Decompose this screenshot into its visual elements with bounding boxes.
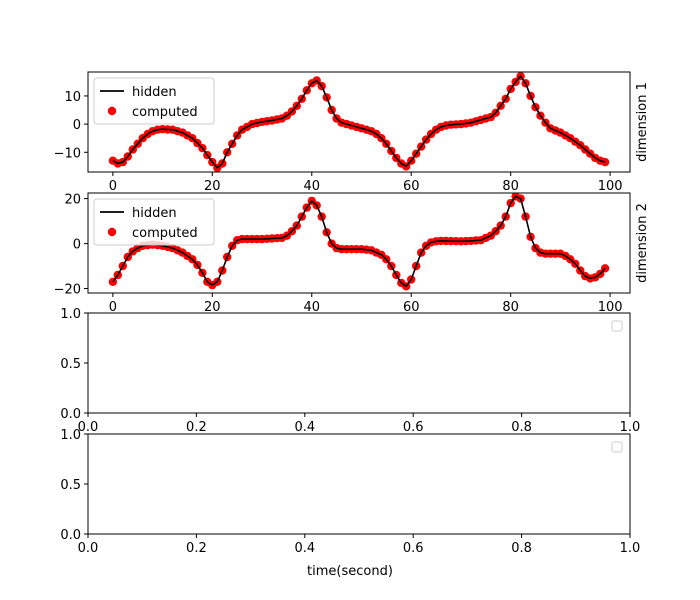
x-tick-label: 0.0 [78, 420, 99, 435]
x-tick-label: 40 [303, 300, 320, 315]
subplot-1: 0 20 40 60 80 100 −10 0 10 dimension 1 hidden compu… [54, 71, 650, 194]
legend-entry-hidden: hidden [132, 85, 177, 100]
x-tick-label: 60 [403, 179, 420, 194]
y-tick-label: 0 [73, 118, 81, 133]
legend-box [93, 198, 215, 246]
x-tick-label: 100 [598, 300, 623, 315]
dimension-label: dimension 1 [635, 82, 650, 162]
legend-computed-dot-icon [107, 227, 117, 237]
x-tick-label: 20 [204, 300, 221, 315]
y-tick-label: 0 [73, 238, 81, 253]
legend-box [93, 77, 215, 125]
legend-entry-computed: computed [132, 105, 198, 120]
x-tick-label: 1.0 [620, 420, 641, 435]
x-tick-label: 0.4 [294, 541, 315, 556]
x-tick-label: 60 [403, 300, 420, 315]
x-tick-label: 80 [502, 300, 519, 315]
hidden-line [112, 74, 606, 169]
x-tick-label: 20 [204, 179, 221, 194]
plot-area [108, 72, 610, 172]
x-tick-label: 0.0 [78, 541, 99, 556]
x-tick-label: 80 [502, 179, 519, 194]
y-tick-label: 1.0 [60, 428, 81, 443]
empty-legend-box [611, 320, 623, 332]
x-tick-label: 0 [109, 300, 117, 315]
axes-frame [87, 433, 631, 535]
axes-frame [87, 192, 631, 294]
y-tick-label: −10 [54, 146, 81, 161]
axes-frame [87, 71, 631, 173]
subplot-grid: 0 20 40 60 80 100 −10 0 10 dimension 1 hidden compu… [54, 71, 650, 556]
legend-entry-computed: computed [132, 226, 198, 241]
x-tick-label: 0.4 [294, 420, 315, 435]
x-tick-label: 40 [303, 179, 320, 194]
axes-frame [87, 312, 631, 414]
subplot-4: 0.0 0.2 0.4 0.6 0.8 1.0 0.0 0.5 1.0 [60, 428, 640, 556]
x-tick-label: 0.8 [511, 541, 532, 556]
hidden-line [112, 195, 606, 288]
y-tick-label: 0.5 [60, 357, 81, 372]
legend-entry-hidden: hidden [132, 206, 177, 221]
x-tick-label: 0.6 [403, 541, 424, 556]
x-tick-label: 0 [109, 179, 117, 194]
subplot-2: 0 20 40 60 80 100 −20 0 20 dimension 2 hidden compu… [54, 192, 650, 315]
y-tick-label: 0.0 [60, 528, 81, 543]
y-tick-label: 0.0 [60, 407, 81, 422]
empty-legend-box [611, 441, 623, 453]
y-tick-label: 0.5 [60, 478, 81, 493]
y-tick-label: −20 [54, 283, 81, 298]
x-tick-label: 100 [598, 179, 623, 194]
dimension-label: dimension 2 [635, 203, 650, 283]
x-tick-label: 0.8 [511, 420, 532, 435]
x-tick-label: 0.6 [403, 420, 424, 435]
legend-computed-dot-icon [107, 106, 117, 116]
y-tick-label: 20 [64, 193, 81, 208]
x-tick-label: 0.2 [186, 541, 207, 556]
x-axis-label: time(second) [307, 564, 393, 579]
y-tick-label: 10 [64, 90, 81, 105]
x-tick-label: 0.2 [186, 420, 207, 435]
x-tick-label: 1.0 [620, 541, 641, 556]
y-tick-label: 1.0 [60, 307, 81, 322]
subplot-3: 0.0 0.2 0.4 0.6 0.8 1.0 0.0 0.5 1.0 [60, 307, 640, 435]
